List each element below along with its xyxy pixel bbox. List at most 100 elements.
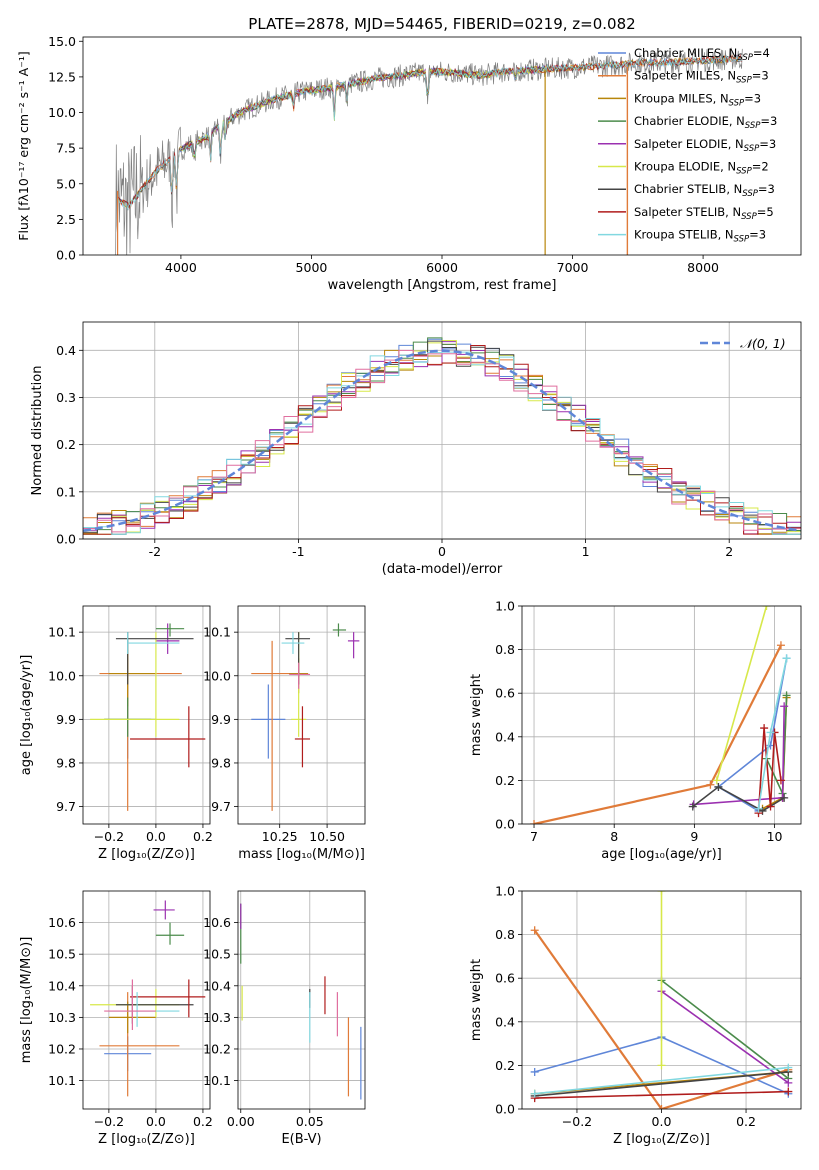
y-tick-label: 0.4 [495,1014,515,1029]
y-tick-label: 1.0 [495,884,515,899]
panel-age_vs_mass: 10.25 10.50 9.7 9.8 9.9 10.0 10.1 mass [log₁₀(M… [203,605,366,862]
marker-kroupa_stelib [784,1063,793,1072]
marker-salpeter_miles [706,780,715,789]
series-line-chabrier_elodie [661,979,789,1080]
panel-age_vs_Z: −0.2 0.0 0.2 9.7 9.8 9.9 10.0 10.1 Z [log₁₀(Z/Z⊙… [19,605,213,862]
y-tick-label: 9.7 [211,799,231,814]
marker-chabrier_stelib [714,782,723,791]
x-tick-label: 9 [690,829,698,844]
x-axis-label: Z [log₁₀(Z/Z⊙)] [98,1132,195,1147]
grid [83,891,210,1109]
x-tick-label: 7 [530,829,538,844]
marker-chabrier_stelib [758,806,767,815]
y-tick-label: 10.2 [48,1041,76,1056]
marker-salpeter_miles [530,926,539,935]
y-tick-label: 5.0 [56,176,76,191]
y-axis-label: Normed distribution [30,366,45,496]
y-axis-label: age [log₁₀(age/yr)] [19,655,34,776]
series-line-chabrier_miles [716,658,788,812]
x-tick-label: 0.2 [193,829,213,844]
marker-salpeter_miles [530,820,539,824]
plot-area [251,623,360,811]
y-tick-label: 2.5 [56,212,76,227]
y-tick-label: 0.2 [495,1058,515,1073]
y-tick-label: 0.3 [56,390,76,405]
y-tick-label: 10.0 [203,668,231,683]
y-tick-label: 10.0 [48,105,76,120]
y-tick-label: 9.9 [56,712,76,727]
panel-mass_vs_Z: −0.2 0.0 0.2 10.1 10.2 10.3 10.4 10.5 10.6 Z [log… [19,890,213,1147]
marker-kroupa_stelib [782,654,791,663]
y-tick-label: 9.8 [56,755,76,770]
marker-kroupa_elodie [657,891,666,895]
series-line-kroupa_stelib [534,1066,789,1095]
y-tick-label: 10.6 [203,915,231,930]
panel-spectrum: 4000 5000 6000 7000 8000 0.0 2.5 5.0 7.5 10.0 12.5… [16,34,802,293]
x-tick-label: 0.00 [227,1114,255,1129]
y-tick-label: 0.1 [56,484,76,499]
x-tick-label: −0.2 [562,1114,592,1129]
y-tick-label: 10.3 [203,1010,231,1025]
plot-area [240,903,362,1100]
y-tick-label: 0.0 [56,532,76,547]
axes-frame [521,890,802,1110]
y-tick-label: 0.0 [495,817,515,832]
model-kroupa_stelib [117,54,743,211]
y-tick-label: 10.1 [48,1073,76,1088]
x-tick-label: 6000 [426,260,458,275]
legend-entry-salpeter_elodie: Salpeter ELODIE, NSSP=3 [634,137,776,154]
y-tick-label: 0.6 [495,686,515,701]
gaussian-curve [83,349,801,532]
legend-entry-chabrier_stelib: Chabrier STELIB, NSSP=3 [634,182,775,199]
marker-kroupa_elodie [657,1061,666,1070]
marker-chabrier_stelib [688,802,697,811]
x-tick-label: 5000 [296,260,328,275]
y-tick-label: 1.0 [495,599,515,614]
y-tick-label: 0.6 [495,971,515,986]
marker-salpeter_elodie [780,702,789,711]
plot-area [530,606,791,824]
y-tick-label: 0.4 [495,729,515,744]
series-line-kroupa_elodie [716,606,768,781]
x-tick-label: 10.25 [262,829,298,844]
x-tick-label: 0.0 [146,829,166,844]
histogram-salpeter_stelib [83,345,801,539]
x-tick-label: 0 [438,544,446,559]
legend-entry-chabrier_miles: Chabrier MILES, NSSP=4 [634,46,770,63]
y-tick-label: 10.5 [203,947,231,962]
marker-kroupa_stelib [530,1089,539,1098]
y-axis-label: Flux [fλ10⁻¹⁷ erg cm⁻² s⁻¹ A⁻¹] [16,51,31,240]
y-tick-label: 0.2 [495,773,515,788]
y-tick-label: 10.1 [203,625,231,640]
y-tick-label: 0.4 [56,343,76,358]
y-tick-label: 10.2 [203,1041,231,1056]
legend-entry-kroupa_elodie: Kroupa ELODIE, NSSP=2 [634,160,769,177]
marker-salpeter_stelib [784,1087,793,1096]
axes-frame [82,605,211,825]
grid [238,891,365,1109]
grid [238,606,365,824]
y-tick-label: 15.0 [48,34,76,49]
marker-salpeter_stelib [766,802,775,811]
marker-kroupa_stelib [766,728,775,737]
series-line-salpeter_elodie [693,706,785,806]
marker-chabrier_elodie [782,691,791,700]
series-line-chabrier_stelib [692,785,785,812]
legend-entry-kroupa_stelib: Kroupa STELIB, NSSP=3 [634,228,766,245]
plot-area [90,900,206,1097]
x-tick-label: 0.2 [193,1114,213,1129]
x-tick-label: 2 [725,544,733,559]
x-tick-label: −0.2 [94,1114,124,1129]
y-axis-label: mass [log₁₀(M/M⊙)] [19,937,34,1064]
x-axis-label: wavelength [Angstrom, rest frame] [328,278,557,293]
y-tick-label: 7.5 [56,141,76,156]
y-tick-label: 9.8 [211,755,231,770]
x-tick-label: 8000 [687,260,719,275]
legend: Chabrier MILES, NSSP=4 Salpeter MILES, NS… [598,46,777,245]
y-tick-label: 0.8 [495,927,515,942]
y-tick-label: 10.4 [48,978,76,993]
axes-frame [237,605,366,825]
series-line-salpeter_miles [533,929,789,1109]
panel-weight_vs_age: 7 8 9 10 0.0 0.2 0.4 0.6 0.8 1.0 age [log₁₀(age/yr… [469,599,802,862]
y-tick-label: 10.5 [48,947,76,962]
